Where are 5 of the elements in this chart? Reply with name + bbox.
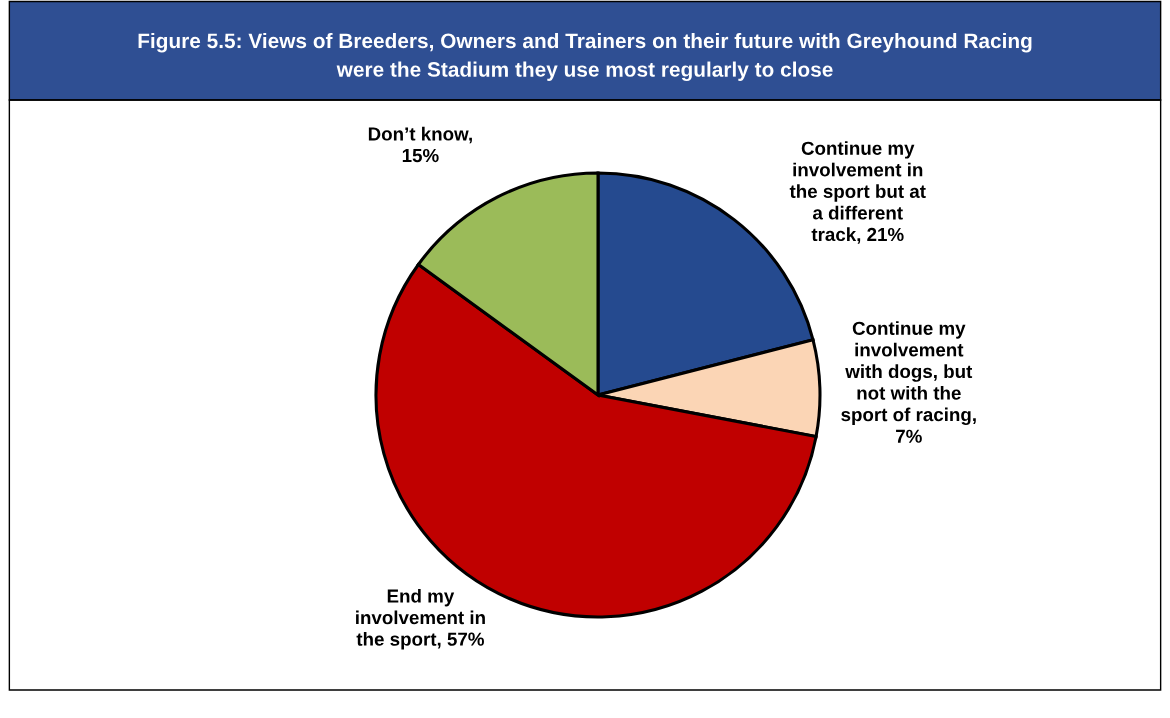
slice-label: Continue my involvement with dogs, but not with the sport of racing, 7%: [841, 321, 976, 443]
slice-label: Continue my involvement in the sport but at a different track, 21%: [789, 141, 926, 244]
slice-label: Don’t know, 15%: [368, 126, 472, 163]
chart-title: Figure 5.5: Views of Breeders, Owners and Trainers on their future with Greyhound Racing were the Stadium they use most regularly to close: [138, 32, 1032, 82]
slice-label: End my involvement in the sport, 57%: [356, 588, 485, 650]
